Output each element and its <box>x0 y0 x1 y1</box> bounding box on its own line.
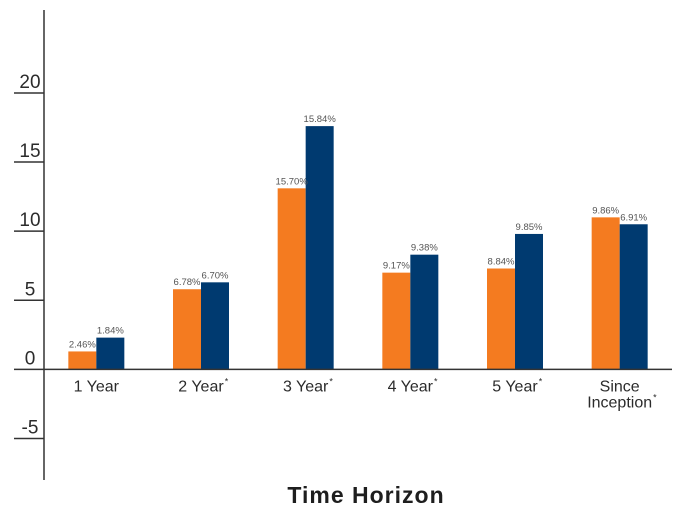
x-axis-title: Time Horizon <box>287 482 444 508</box>
data-label-s0-2: 15.70% <box>276 176 309 187</box>
bar-s1-3 <box>410 254 439 370</box>
x-categories-group: 1 Year 2 Year * 3 Year * 4 Year * 5 Year * SinceI… <box>74 376 657 411</box>
x-category-note-2: * <box>329 376 333 386</box>
bar-s1-0 <box>96 337 125 370</box>
bars-group <box>68 126 648 370</box>
x-category-label-4: 5 Year <box>492 378 538 395</box>
y-tick-label: -5 <box>22 418 39 439</box>
x-category-note-3: * <box>434 376 438 386</box>
bar-s0-1 <box>173 289 201 370</box>
y-tick-label: 10 <box>19 210 40 231</box>
y-tick-label: 20 <box>19 72 40 93</box>
bar-s1-4 <box>515 233 543 370</box>
x-category-note-1: * <box>225 376 229 386</box>
bar-s1-5 <box>619 224 648 370</box>
bar-s0-0 <box>68 351 97 370</box>
data-label-s0-5: 9.86% <box>592 205 619 216</box>
data-label-s0-0: 2.46% <box>69 339 96 350</box>
data-label-s1-2: 15.84% <box>304 114 337 125</box>
x-category-label-5: Since <box>600 378 640 395</box>
x-category-note-4: * <box>539 376 543 386</box>
x-category-note-5: * <box>653 392 657 402</box>
data-labels-group: 2.46%1.84% 6.78%6.70% 15.70% 15.84% 9.17%9.3… <box>69 114 648 350</box>
data-label-s1-3: 9.38% <box>411 243 438 254</box>
data-label-s1-1: 6.70% <box>202 270 229 281</box>
data-label-s0-4: 8.84% <box>488 257 515 268</box>
bar-s1-2 <box>305 126 334 370</box>
data-label-s1-0: 1.84% <box>97 326 124 337</box>
bar-s0-2 <box>277 188 306 370</box>
data-label-s0-3: 9.17% <box>383 261 410 272</box>
x-category-label-1: 2 Year <box>178 378 224 395</box>
data-label-s0-1: 6.78% <box>174 277 201 288</box>
x-category-label-0: 1 Year <box>74 378 120 395</box>
data-label-s1-4: 9.85% <box>516 222 543 233</box>
y-ticks-group: -5 0 5 10 15 20 <box>14 72 44 440</box>
x-category-label-3: 4 Year <box>388 378 434 395</box>
x-category-label-2: 3 Year <box>283 378 329 395</box>
bar-s0-4 <box>487 268 515 370</box>
bar-s1-1 <box>201 282 229 370</box>
y-tick-label: 5 <box>25 279 36 300</box>
y-tick-label: 15 <box>19 141 40 162</box>
bar-s0-3 <box>382 272 411 370</box>
x-category-label-5: Inception <box>587 394 652 411</box>
bar-s0-5 <box>591 217 620 370</box>
data-label-s1-5: 6.91% <box>620 212 647 223</box>
y-tick-label: 0 <box>25 348 36 369</box>
